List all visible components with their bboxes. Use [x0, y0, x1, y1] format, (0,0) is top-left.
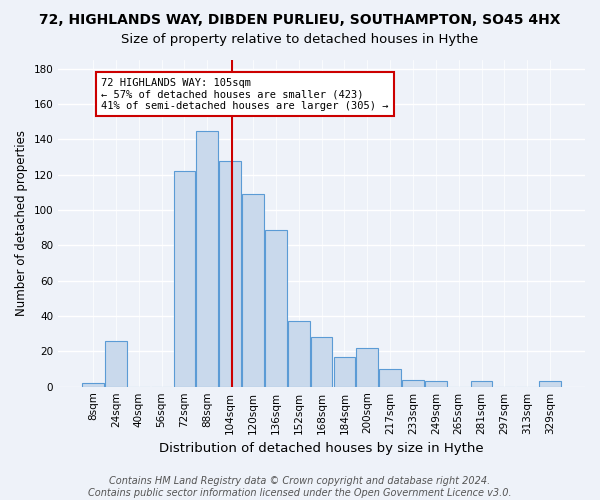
Bar — [288, 322, 310, 386]
Bar — [105, 341, 127, 386]
Text: 72, HIGHLANDS WAY, DIBDEN PURLIEU, SOUTHAMPTON, SO45 4HX: 72, HIGHLANDS WAY, DIBDEN PURLIEU, SOUTH… — [39, 12, 561, 26]
X-axis label: Distribution of detached houses by size in Hythe: Distribution of detached houses by size … — [159, 442, 484, 455]
Bar — [402, 380, 424, 386]
Bar — [242, 194, 264, 386]
Bar — [219, 160, 241, 386]
Text: 72 HIGHLANDS WAY: 105sqm
← 57% of detached houses are smaller (423)
41% of semi-: 72 HIGHLANDS WAY: 105sqm ← 57% of detach… — [101, 78, 388, 111]
Y-axis label: Number of detached properties: Number of detached properties — [15, 130, 28, 316]
Text: Size of property relative to detached houses in Hythe: Size of property relative to detached ho… — [121, 32, 479, 46]
Bar — [311, 337, 332, 386]
Bar — [539, 382, 561, 386]
Bar — [196, 130, 218, 386]
Bar — [379, 369, 401, 386]
Bar — [173, 171, 195, 386]
Bar — [265, 230, 287, 386]
Bar — [425, 382, 447, 386]
Bar — [334, 356, 355, 386]
Bar — [471, 382, 493, 386]
Bar — [356, 348, 378, 387]
Text: Contains HM Land Registry data © Crown copyright and database right 2024.
Contai: Contains HM Land Registry data © Crown c… — [88, 476, 512, 498]
Bar — [82, 383, 104, 386]
